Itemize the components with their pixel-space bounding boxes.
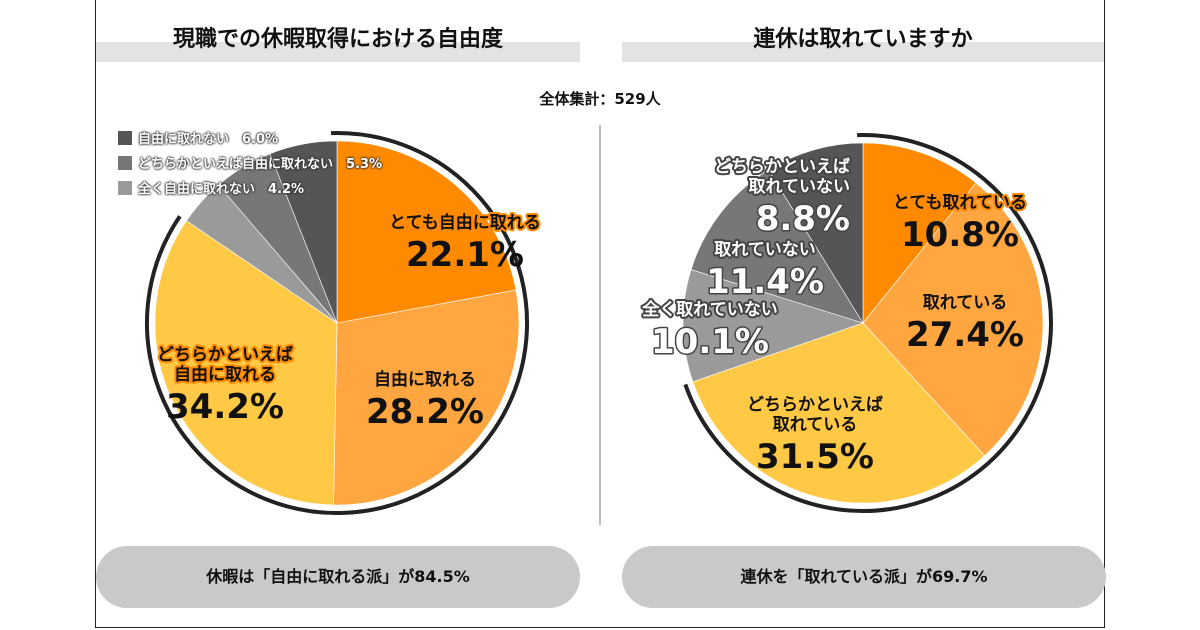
left-chart-title: 現職での休暇取得における自由度 <box>96 22 580 62</box>
legend-swatch <box>118 130 132 145</box>
legend-label: 全く自由に取れない 4.2% <box>138 182 305 197</box>
slice-value: 11.4% <box>706 262 824 302</box>
legend-swatch <box>118 155 132 170</box>
highlight-arc <box>683 133 1053 513</box>
slice-label: どちらかといえば <box>714 157 850 177</box>
pie-slice <box>692 322 985 504</box>
right-chart-title: 連休は取れていますか <box>622 22 1104 62</box>
slice-label: 取れていない <box>714 240 816 260</box>
slice-label: 取れている <box>923 293 1008 313</box>
slice-label: 自由に取れる <box>174 364 276 385</box>
pie-slice <box>336 140 517 324</box>
highlight-arc <box>145 131 529 515</box>
frame <box>95 0 1105 628</box>
slice-label: 全く取れていない <box>641 299 778 320</box>
divider <box>599 125 601 525</box>
slice-value: 27.4% <box>906 315 1024 355</box>
slice-label: とても自由に取れる <box>389 212 541 233</box>
slice-value: 28.2% <box>366 392 484 432</box>
pie-slice <box>269 140 338 324</box>
slice-value: 34.2% <box>166 387 284 427</box>
right-summary: 連休を「取れている派」が69.7% <box>622 546 1106 608</box>
legend-swatch <box>118 180 132 195</box>
total-respondents: 全体集計：529人 <box>539 90 661 108</box>
legend-item: どちらかといえば自由に取れない 5.3% <box>118 150 382 175</box>
slice-value: 22.1% <box>406 235 524 275</box>
slice-value: 8.8% <box>756 199 850 239</box>
slice-value: 10.8% <box>901 215 1019 255</box>
pie-slice <box>862 182 1044 457</box>
slice-label: 取れていない <box>749 177 851 197</box>
left-legend: 自由に取れない 6.0% どちらかといえば自由に取れない 5.3% 全く自由に取… <box>118 125 382 200</box>
pie-slice <box>768 142 864 325</box>
slice-label: とても取れている <box>893 193 1027 213</box>
pie-slice <box>333 289 520 506</box>
pie-slice <box>690 169 864 324</box>
slice-label: 自由に取れる <box>374 369 476 390</box>
legend-item: 自由に取れない 6.0% <box>118 125 382 150</box>
legend-label: 自由に取れない 6.0% <box>138 132 279 147</box>
slice-label: どちらかといえば <box>747 395 883 415</box>
slice-label: どちらかといえば <box>157 345 293 365</box>
pie-slice <box>862 142 977 324</box>
pie-slice <box>682 269 864 383</box>
legend-item: 全く自由に取れない 4.2% <box>118 175 382 200</box>
slice-label: 取れている <box>773 415 858 435</box>
slice-value: 10.1% <box>651 322 769 362</box>
legend-label: どちらかといえば自由に取れない 5.3% <box>138 157 383 172</box>
left-summary: 休暇は「自由に取れる派」が84.5% <box>96 546 580 608</box>
slice-value: 31.5% <box>756 437 874 477</box>
pie-slice <box>154 220 338 506</box>
